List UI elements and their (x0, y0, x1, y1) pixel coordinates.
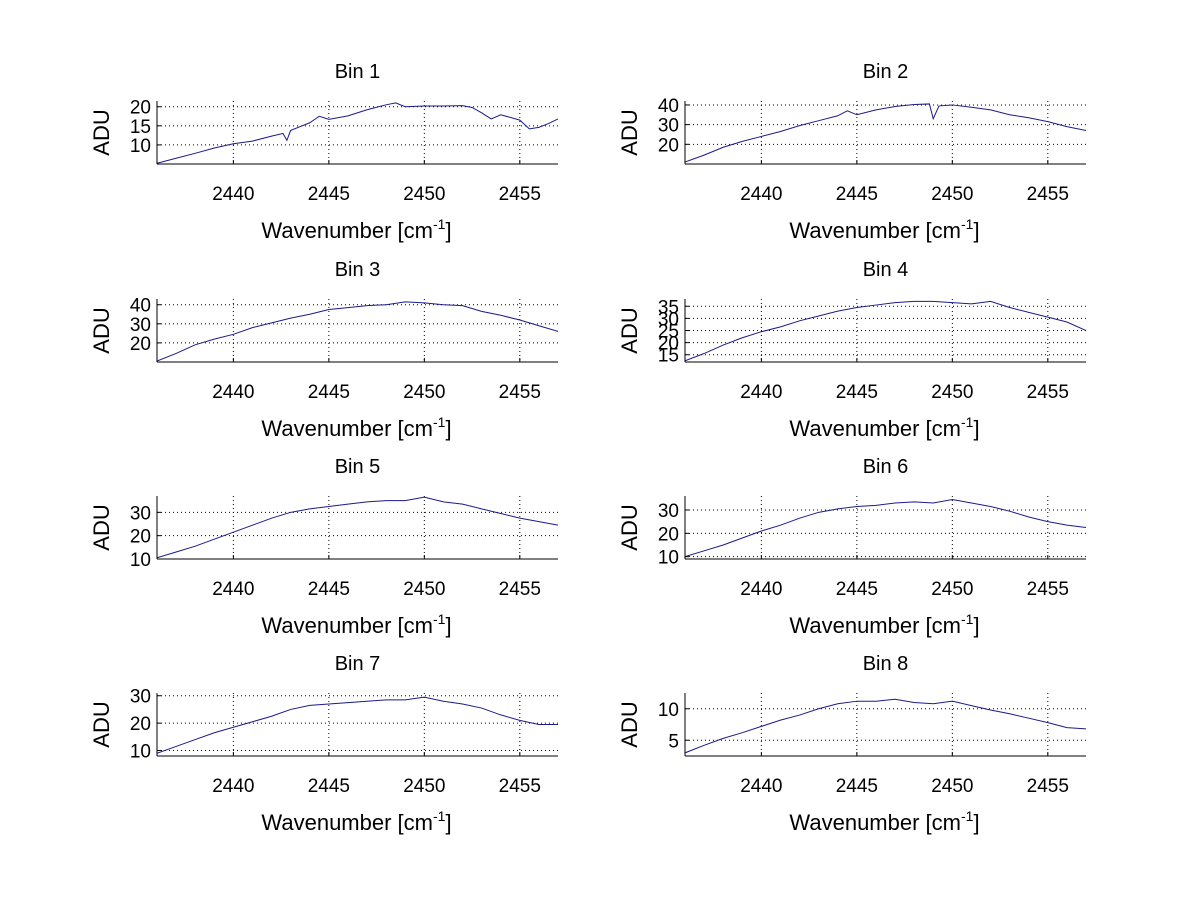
x-tick-label: 2445 (836, 776, 878, 797)
y-tick-label: 20 (130, 527, 151, 548)
y-tick-label: 25 (658, 322, 679, 343)
x-tick-label: 2455 (1027, 776, 1069, 797)
x-tick-label: 2440 (740, 184, 782, 205)
x-axis-label: Wavenumber [cm-1] (261, 216, 451, 243)
x-tick-label: 2445 (308, 579, 350, 600)
subplot-title: Bin 6 (863, 456, 909, 478)
x-tick-label: 2445 (308, 184, 350, 205)
y-tick-label: 15 (130, 117, 151, 138)
x-tick-label: 2455 (1027, 579, 1069, 600)
y-tick-label: 30 (658, 116, 679, 137)
x-tick-label: 2455 (499, 579, 541, 600)
y-tick-label: 10 (130, 742, 151, 763)
x-tick-label: 2450 (403, 184, 445, 205)
y-tick-label: 30 (130, 687, 151, 708)
subplot-title: Bin 2 (863, 61, 909, 83)
x-tick-label: 2450 (403, 579, 445, 600)
y-axis-label: ADU (89, 307, 114, 353)
x-tick-label: 2445 (836, 184, 878, 205)
x-tick-label: 2440 (212, 579, 254, 600)
subplot-title: Bin 3 (335, 259, 381, 281)
y-axis-label: ADU (89, 109, 114, 155)
y-tick-label: 5 (668, 731, 679, 752)
subplot-title: Bin 5 (335, 456, 381, 478)
x-axis-label: Wavenumber [cm-1] (789, 611, 979, 638)
x-tick-label: 2450 (403, 776, 445, 797)
y-tick-label: 10 (658, 548, 679, 569)
y-tick-label: 20 (658, 334, 679, 355)
y-tick-label: 30 (658, 309, 679, 330)
x-tick-label: 2445 (836, 579, 878, 600)
x-tick-label: 2455 (499, 382, 541, 403)
series-line (157, 102, 558, 164)
y-tick-label: 15 (658, 346, 679, 367)
subplot-8: 2440 2445 2450 2455 5 10 Bin 8 Wavenumber [cm-1… (617, 653, 1086, 835)
y-tick-label: 40 (658, 96, 679, 117)
x-tick-label: 2450 (931, 184, 973, 205)
y-tick-label: 20 (658, 524, 679, 545)
y-tick-label: 40 (130, 296, 151, 317)
x-tick-label: 2445 (308, 776, 350, 797)
x-axis-label: Wavenumber [cm-1] (261, 611, 451, 638)
y-axis-label: ADU (89, 504, 114, 550)
x-tick-label: 2455 (499, 184, 541, 205)
x-tick-label: 2440 (212, 382, 254, 403)
x-tick-label: 2455 (499, 776, 541, 797)
subplot-title: Bin 4 (863, 259, 909, 281)
x-tick-label: 2450 (931, 776, 973, 797)
y-tick-label: 20 (130, 714, 151, 735)
x-tick-label: 2445 (836, 382, 878, 403)
y-axis-label: ADU (617, 701, 642, 747)
subplot-title: Bin 1 (335, 61, 381, 83)
subplot-title: Bin 7 (335, 653, 381, 675)
x-axis-label: Wavenumber [cm-1] (789, 216, 979, 243)
x-tick-label: 2450 (931, 579, 973, 600)
x-axis-label: Wavenumber [cm-1] (261, 808, 451, 835)
y-tick-label: 35 (658, 297, 679, 318)
y-tick-label: 10 (658, 700, 679, 721)
y-tick-label: 30 (130, 315, 151, 336)
x-tick-label: 2445 (308, 382, 350, 403)
x-axis-label: Wavenumber [cm-1] (789, 808, 979, 835)
x-tick-label: 2455 (1027, 184, 1069, 205)
x-tick-label: 2440 (212, 776, 254, 797)
series-line (685, 103, 1086, 163)
subplot-title: Bin 8 (863, 653, 909, 675)
series-line (157, 496, 558, 559)
y-tick-label: 20 (130, 98, 151, 119)
x-tick-label: 2450 (403, 382, 445, 403)
y-axis-label: ADU (89, 701, 114, 747)
y-tick-label: 10 (130, 136, 151, 157)
series-line (685, 498, 1086, 558)
y-tick-label: 20 (658, 135, 679, 156)
y-tick-label: 20 (130, 334, 151, 355)
series-line (157, 696, 558, 754)
series-line (685, 300, 1086, 362)
series-line (157, 301, 558, 362)
y-tick-label: 30 (130, 503, 151, 524)
x-tick-label: 2455 (1027, 382, 1069, 403)
x-tick-label: 2440 (740, 776, 782, 797)
y-axis-label: ADU (617, 307, 642, 353)
y-tick-label: 10 (130, 550, 151, 571)
x-tick-label: 2440 (212, 184, 254, 205)
y-tick-label: 30 (658, 501, 679, 522)
series-line (685, 698, 1086, 754)
y-axis-label: ADU (617, 504, 642, 550)
x-tick-label: 2440 (740, 579, 782, 600)
x-tick-label: 2440 (740, 382, 782, 403)
x-tick-label: 2450 (931, 382, 973, 403)
subplot-7: 2440 2445 2450 2455 10 20 30 Bin 7 Wavenumber [c… (89, 653, 558, 835)
x-axis-label: Wavenumber [cm-1] (789, 414, 979, 441)
x-axis-label: Wavenumber [cm-1] (261, 414, 451, 441)
y-axis-label: ADU (617, 109, 642, 155)
